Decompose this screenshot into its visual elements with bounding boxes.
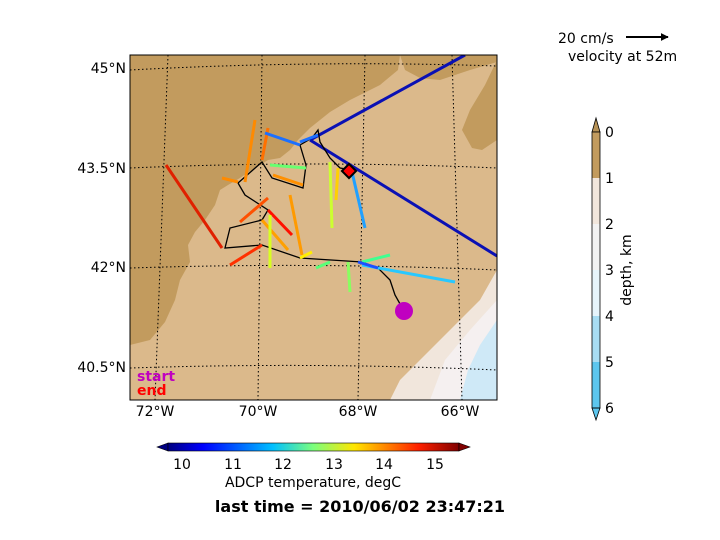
land-mass: [130, 55, 400, 345]
depth-tick-5: 5: [605, 355, 614, 371]
ship-track-lines: [309, 55, 497, 258]
legend-start-label: start: [137, 369, 175, 385]
temperature-colorbar: 10 11 12 13 14 15 ADCP temperature, degC: [156, 442, 471, 491]
depth-tick-4: 4: [605, 309, 614, 325]
temp-tick-11: 11: [224, 457, 242, 473]
depth-colorbar: 0 1 2 3 4 5 6 depth, km: [591, 116, 635, 422]
lat-label-40-5: 40.5°N: [77, 360, 126, 376]
graticule: [130, 55, 497, 400]
lon-label-70: 70°W: [239, 404, 278, 420]
legend-end-label: end: [137, 383, 166, 399]
temp-tick-13: 13: [325, 457, 343, 473]
map-frame: [129, 54, 498, 401]
depth-tick-1: 1: [605, 171, 614, 187]
depth-tick-0: 0: [605, 125, 614, 141]
scale-depth-label: velocity at 52m: [568, 49, 677, 65]
lat-label-43-5: 43.5°N: [77, 161, 126, 177]
lat-label-45: 45°N: [91, 61, 126, 77]
latitude-labels: 45°N 43.5°N 42°N 40.5°N: [77, 61, 126, 376]
temp-tick-15: 15: [426, 457, 444, 473]
land-nova-scotia: [462, 60, 497, 150]
lat-label-42: 42°N: [91, 260, 126, 276]
map-panel: [130, 55, 497, 400]
latest-position-marker: [340, 162, 358, 180]
depth-tick-3: 3: [605, 263, 614, 279]
last-time-label: last time = 2010/06/02 23:47:21: [215, 497, 505, 516]
scale-speed-label: 20 cm/s: [558, 31, 614, 47]
depth-tick-2: 2: [605, 217, 614, 233]
deep-water-5km: [460, 320, 497, 400]
temp-colorbar-label: ADCP temperature, degC: [225, 475, 401, 491]
longitude-labels: 72°W 70°W 68°W 66°W: [136, 404, 480, 420]
temp-tick-10: 10: [173, 457, 191, 473]
lon-label-66: 66°W: [441, 404, 480, 420]
temp-tick-12: 12: [274, 457, 292, 473]
velocity-arrows: [164, 119, 456, 293]
depth-colorbar-label: depth, km: [619, 234, 635, 305]
lon-label-72: 72°W: [136, 404, 175, 420]
depth-tick-6: 6: [605, 401, 614, 417]
temp-tick-14: 14: [375, 457, 393, 473]
lon-label-68: 68°W: [339, 404, 378, 420]
land-north: [400, 55, 497, 80]
start-marker: [395, 302, 413, 320]
